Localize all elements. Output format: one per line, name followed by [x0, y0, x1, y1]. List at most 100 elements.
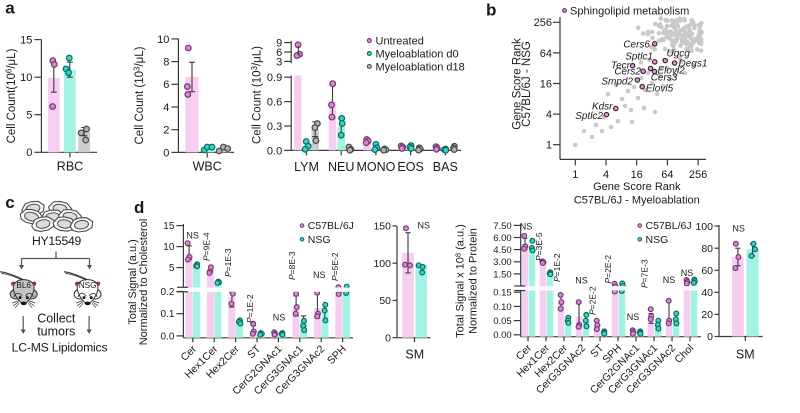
svg-text:NS: NS [186, 231, 199, 241]
svg-text:Untreated: Untreated [376, 36, 424, 48]
svg-text:0.05: 0.05 [493, 316, 512, 327]
svg-text:15: 15 [163, 221, 175, 232]
svg-text:0.0: 0.0 [267, 145, 282, 157]
svg-text:4.50: 4.50 [493, 245, 512, 256]
svg-text:Cers2: Cers2 [614, 67, 641, 78]
svg-text:2: 2 [163, 125, 169, 137]
svg-text:SM: SM [736, 348, 755, 362]
svg-text:Elovl5: Elovl5 [646, 84, 674, 95]
svg-text:NS: NS [575, 276, 588, 286]
svg-text:C57BL/6J - NSG: C57BL/6J - NSG [521, 41, 533, 127]
svg-text:NS: NS [732, 224, 745, 234]
svg-text:64: 64 [540, 48, 552, 60]
svg-text:9: 9 [276, 38, 282, 50]
svg-text:NS: NS [273, 313, 286, 323]
svg-text:LC-MS Lipidomics: LC-MS Lipidomics [12, 341, 108, 355]
svg-text:P=1E-2: P=1E-2 [245, 294, 255, 323]
svg-text:NSG: NSG [308, 234, 331, 246]
svg-text:C57BL/6J: C57BL/6J [646, 220, 692, 232]
svg-text:100: 100 [373, 258, 391, 270]
svg-text:0.9: 0.9 [267, 72, 282, 84]
svg-text:40: 40 [701, 287, 713, 299]
svg-text:Normalized to Cholesterol: Normalized to Cholesterol [138, 219, 150, 346]
svg-text:NS: NS [627, 312, 640, 322]
svg-text:Elovl2: Elovl2 [658, 65, 686, 76]
svg-text:10: 10 [157, 34, 169, 46]
svg-text:Total Signal (a.u.): Total Signal (a.u.) [127, 239, 139, 325]
svg-text:6: 6 [163, 79, 169, 91]
svg-text:20: 20 [701, 309, 713, 321]
svg-text:Sptlc2: Sptlc2 [575, 111, 603, 122]
svg-text:0.0: 0.0 [160, 331, 174, 342]
svg-text:BL6: BL6 [16, 281, 31, 290]
svg-text:Total Signal x 108 (a.u.): Total Signal x 108 (a.u.) [453, 224, 466, 338]
svg-text:d: d [134, 198, 144, 217]
svg-text:Collect: Collect [37, 312, 76, 326]
svg-text:P=8E-3: P=8E-3 [287, 251, 297, 280]
svg-text:1.50: 1.50 [493, 269, 512, 280]
svg-text:NSG: NSG [646, 234, 669, 246]
svg-text:6: 6 [276, 47, 282, 59]
svg-text:a: a [5, 0, 15, 18]
svg-text:5: 5 [169, 263, 175, 274]
svg-text:P=2E-2: P=2E-2 [588, 286, 598, 315]
svg-text:50: 50 [379, 295, 391, 307]
svg-text:P=2E-2: P=2E-2 [603, 255, 613, 284]
svg-text:10: 10 [163, 242, 175, 253]
svg-text:Sphingolipid metabolism: Sphingolipid metabolism [570, 5, 689, 17]
svg-text:tumors: tumors [37, 325, 75, 339]
svg-text:0.3: 0.3 [267, 121, 282, 133]
svg-text:150: 150 [373, 221, 391, 233]
svg-text:0.6: 0.6 [267, 97, 282, 109]
svg-text:Gene Score Rank: Gene Score Rank [593, 181, 681, 193]
svg-text:NSG: NSG [79, 281, 97, 290]
svg-text:60: 60 [701, 265, 713, 277]
svg-text:4: 4 [603, 169, 609, 181]
svg-text:6.00: 6.00 [493, 233, 512, 244]
svg-text:3.00: 3.00 [493, 257, 512, 268]
svg-text:Gene Score Rank: Gene Score Rank [512, 38, 524, 130]
svg-text:P=9E-4: P=9E-4 [202, 232, 212, 261]
svg-text:BAS: BAS [433, 160, 458, 174]
svg-text:Cell Count (103/μL): Cell Count (103/μL) [250, 46, 264, 144]
svg-text:7.50: 7.50 [493, 221, 512, 232]
svg-text:Normalized to Protein: Normalized to Protein [467, 228, 479, 334]
svg-text:P=1E-3: P=1E-3 [223, 248, 233, 277]
svg-text:NS: NS [418, 221, 431, 231]
svg-text:0.15: 0.15 [493, 288, 512, 299]
svg-text:5: 5 [26, 110, 32, 122]
svg-text:4: 4 [546, 109, 552, 121]
svg-text:HY15549: HY15549 [32, 234, 82, 248]
svg-text:Myeloablation d0: Myeloablation d0 [376, 48, 459, 60]
svg-text:100: 100 [695, 221, 713, 233]
svg-text:Cers3: Cers3 [651, 72, 678, 83]
svg-text:256: 256 [534, 17, 552, 29]
svg-text:4: 4 [163, 102, 169, 114]
svg-text:256: 256 [689, 169, 707, 181]
svg-text:0.2: 0.2 [160, 287, 174, 298]
svg-text:c: c [5, 193, 14, 212]
svg-text:Smpd2: Smpd2 [601, 76, 633, 87]
svg-text:Sptlc1: Sptlc1 [625, 51, 653, 62]
svg-text:Cell Count(106/μL): Cell Count(106/μL) [4, 48, 18, 143]
svg-text:Myeloablation d18: Myeloablation d18 [376, 61, 465, 73]
svg-text:0.00: 0.00 [493, 330, 512, 341]
svg-text:Degs1: Degs1 [679, 59, 708, 70]
svg-text:Ugcg: Ugcg [667, 49, 691, 60]
svg-text:64: 64 [661, 169, 673, 181]
svg-text:C57BL/6J: C57BL/6J [308, 220, 354, 232]
svg-text:16: 16 [631, 169, 643, 181]
svg-text:0: 0 [707, 331, 713, 343]
svg-text:Cell Count (103/μL): Cell Count (103/μL) [132, 46, 146, 144]
svg-text:0: 0 [163, 147, 169, 159]
svg-text:NS: NS [681, 268, 694, 278]
svg-text:Tecr: Tecr [611, 60, 631, 71]
svg-text:Kdsr: Kdsr [592, 102, 613, 113]
svg-text:80: 80 [701, 243, 713, 255]
svg-text:MONO: MONO [356, 160, 395, 174]
svg-text:WBC: WBC [193, 160, 222, 174]
svg-text:1: 1 [572, 169, 578, 181]
svg-text:RBC: RBC [57, 160, 83, 174]
svg-text:0: 0 [26, 147, 32, 159]
svg-text:15: 15 [20, 35, 32, 47]
